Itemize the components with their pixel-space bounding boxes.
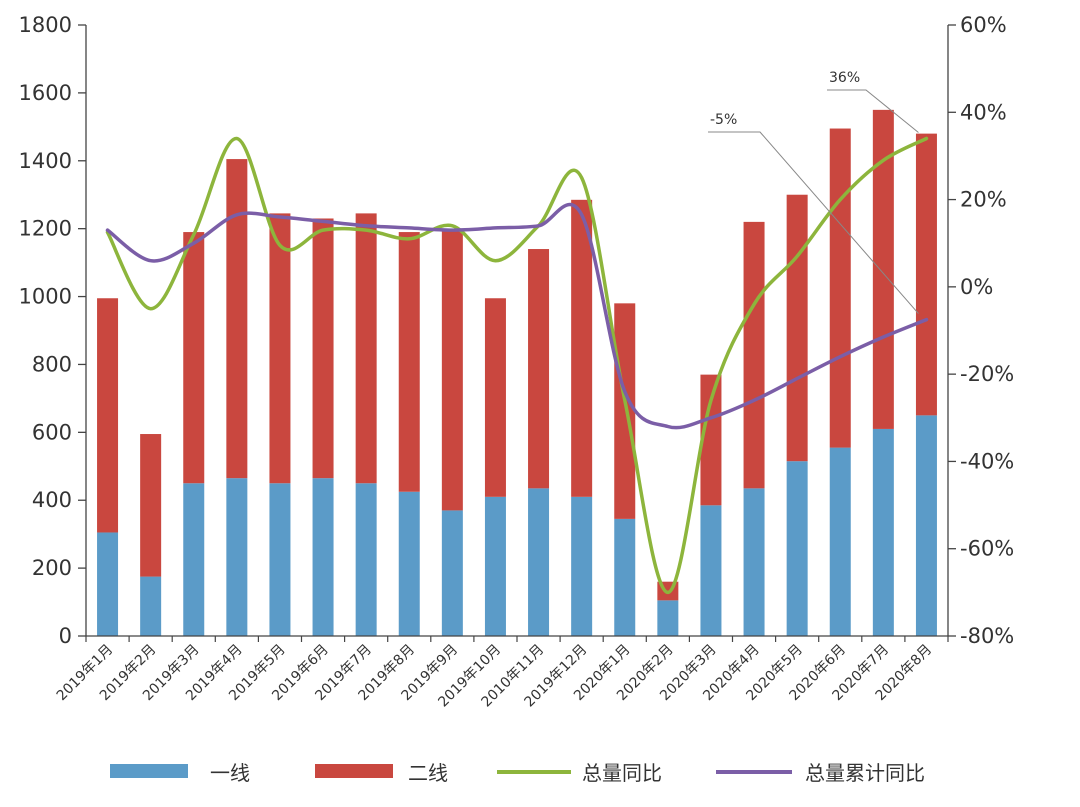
bar-tier1-11 bbox=[571, 496, 593, 636]
bar-tier1-8 bbox=[441, 510, 463, 636]
bar-tier2-19 bbox=[915, 133, 937, 416]
y-right-tick-label: 40% bbox=[960, 100, 1007, 124]
legend-swatch-0 bbox=[110, 764, 188, 778]
bar-tier1-1 bbox=[140, 576, 162, 636]
bar-tier2-2 bbox=[183, 232, 205, 484]
bar-tier2-9 bbox=[484, 298, 506, 497]
legend-swatch-1 bbox=[315, 764, 393, 778]
annotation-leader-line bbox=[708, 131, 919, 314]
lines-layer bbox=[105, 136, 929, 595]
annotation-label: -5% bbox=[710, 112, 737, 128]
y-left-tick-label: 200 bbox=[32, 556, 72, 580]
y-left-tick-label: 400 bbox=[32, 488, 72, 512]
y-left-tick-label: 800 bbox=[32, 352, 72, 376]
bar-tier2-17 bbox=[829, 128, 851, 448]
bar-tier2-0 bbox=[97, 298, 119, 533]
bar-tier1-5 bbox=[312, 478, 334, 636]
bar-tier2-11 bbox=[571, 199, 593, 497]
y-right-tick-label: 20% bbox=[960, 188, 1007, 212]
legend-label-2: 总量同比 bbox=[582, 761, 662, 785]
bar-tier2-14 bbox=[700, 374, 722, 506]
y-right-tick-label: -80% bbox=[960, 624, 1014, 648]
y-left-tick-label: 1600 bbox=[19, 81, 72, 105]
bar-tier1-4 bbox=[269, 483, 291, 636]
bar-tier2-18 bbox=[872, 109, 894, 429]
bar-tier1-10 bbox=[528, 488, 550, 636]
bar-tier2-4 bbox=[269, 213, 291, 484]
bar-tier1-9 bbox=[484, 496, 506, 636]
bar-tier1-3 bbox=[226, 478, 248, 636]
bar-tier1-17 bbox=[829, 447, 851, 636]
y-right-tick-label: 60% bbox=[960, 13, 1007, 37]
y-left-tick-label: 600 bbox=[32, 420, 72, 444]
bar-tier1-19 bbox=[915, 415, 937, 636]
bar-tier1-0 bbox=[97, 532, 119, 636]
bar-tier2-8 bbox=[441, 228, 463, 511]
legend-label-3: 总量累计同比 bbox=[805, 761, 925, 785]
annotations-layer: -5% 36% bbox=[708, 70, 919, 314]
line-yoy bbox=[105, 136, 929, 595]
bar-tier2-7 bbox=[398, 232, 420, 492]
bar-tier2-3 bbox=[226, 159, 248, 479]
bar-tier2-15 bbox=[743, 221, 765, 489]
bar-tier1-6 bbox=[355, 483, 377, 636]
annotation-leader-line bbox=[827, 89, 919, 133]
y-left-tick-label: 1800 bbox=[19, 13, 72, 37]
y-left-tick-label: 1000 bbox=[19, 285, 72, 309]
bar-tier2-12 bbox=[614, 303, 636, 519]
annotation-label: 36% bbox=[829, 70, 860, 86]
bar-tier1-7 bbox=[398, 491, 420, 636]
y-left-tick-label: 0 bbox=[59, 624, 72, 648]
y-left-tick-label: 1400 bbox=[19, 149, 72, 173]
y-right-tick-label: -20% bbox=[960, 362, 1014, 386]
legend-label-1: 二线 bbox=[408, 761, 448, 785]
bar-tier2-1 bbox=[140, 434, 162, 577]
line-cumulative-yoy bbox=[105, 202, 929, 430]
bar-tier1-13 bbox=[657, 600, 679, 636]
bar-tier2-16 bbox=[786, 194, 808, 462]
bar-tier2-10 bbox=[528, 249, 550, 489]
legend-label-0: 一线 bbox=[210, 761, 250, 785]
bar-tier1-15 bbox=[743, 488, 765, 636]
y-right-tick-label: -60% bbox=[960, 537, 1014, 561]
axes-layer: 0 200 400 600 800 1000 1200 1400 1600 1800 -80% -60… bbox=[19, 13, 1015, 710]
bar-tier2-5 bbox=[312, 218, 334, 479]
bar-tier1-2 bbox=[183, 483, 205, 636]
bar-tier1-12 bbox=[614, 518, 636, 636]
legend: 一线 二线 总量同比 总量累计同比 bbox=[110, 761, 925, 785]
bars-layer bbox=[97, 109, 937, 636]
bar-tier1-18 bbox=[872, 428, 894, 636]
bar-tier1-14 bbox=[700, 505, 722, 636]
y-right-tick-label: 0% bbox=[960, 275, 993, 299]
bar-tier2-6 bbox=[355, 213, 377, 484]
bar-tier1-16 bbox=[786, 461, 808, 636]
y-left-tick-label: 1200 bbox=[19, 217, 72, 241]
y-right-tick-label: -40% bbox=[960, 449, 1014, 473]
